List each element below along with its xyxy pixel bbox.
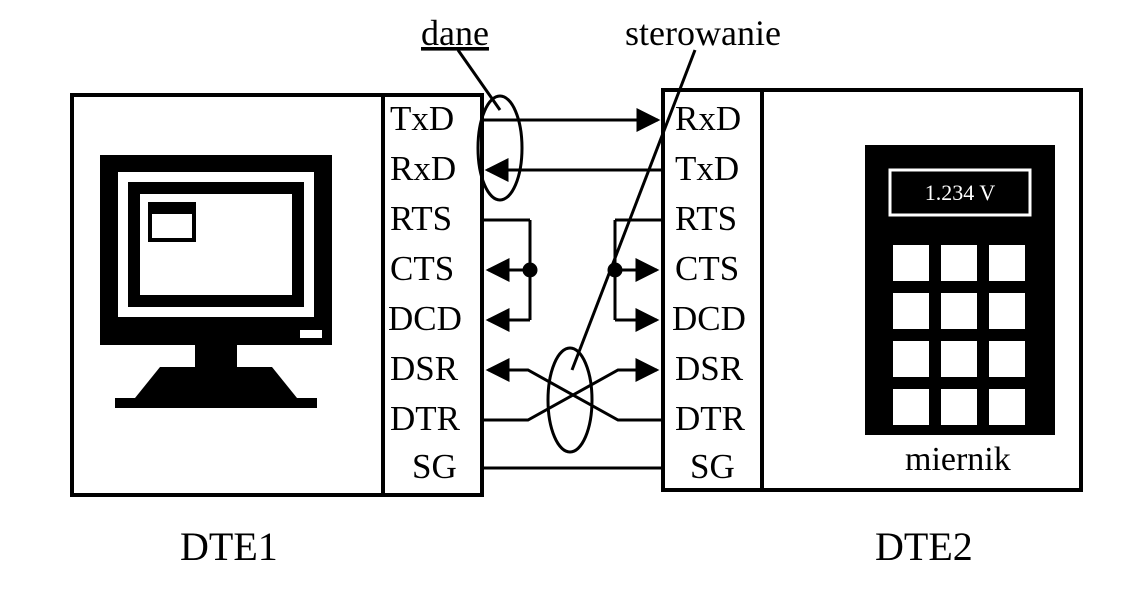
leader-dane (458, 50, 500, 110)
pin-right-rxd: RxD (675, 99, 741, 138)
pin-left-rxd: RxD (390, 149, 456, 188)
pin-right-sg: SG (690, 447, 735, 486)
dsr-dtr-cross (482, 370, 663, 420)
label-sterowanie: sterowanie (625, 13, 781, 53)
pin-right-dtr: DTR (675, 399, 746, 438)
pin-right-rts: RTS (675, 199, 737, 238)
label-dte2: DTE2 (875, 524, 973, 569)
pin-right-dsr: DSR (675, 349, 744, 388)
pin-left-txd: TxD (390, 99, 454, 138)
pin-left-dcd: DCD (388, 299, 462, 338)
pin-left-sg: SG (412, 447, 457, 486)
pin-left-dsr: DSR (390, 349, 459, 388)
pin-left-cts: CTS (390, 249, 454, 288)
ellipse-dane (478, 96, 522, 200)
meter-device-icon: 1.234 V (865, 145, 1055, 435)
loopback-right (609, 220, 663, 320)
pin-left-rts: RTS (390, 199, 452, 238)
loopback-left (482, 220, 536, 320)
label-miernik: miernik (905, 441, 1011, 478)
pin-right-txd: TxD (675, 149, 739, 188)
meter-readout: 1.234 V (925, 180, 996, 205)
pin-right-cts: CTS (675, 249, 739, 288)
pin-right-dcd: DCD (672, 299, 746, 338)
pin-left-dtr: DTR (390, 399, 461, 438)
label-dte1: DTE1 (180, 524, 278, 569)
label-dane: dane (421, 13, 489, 53)
computer-monitor-icon (100, 155, 332, 408)
ellipse-sterowanie (548, 348, 592, 452)
